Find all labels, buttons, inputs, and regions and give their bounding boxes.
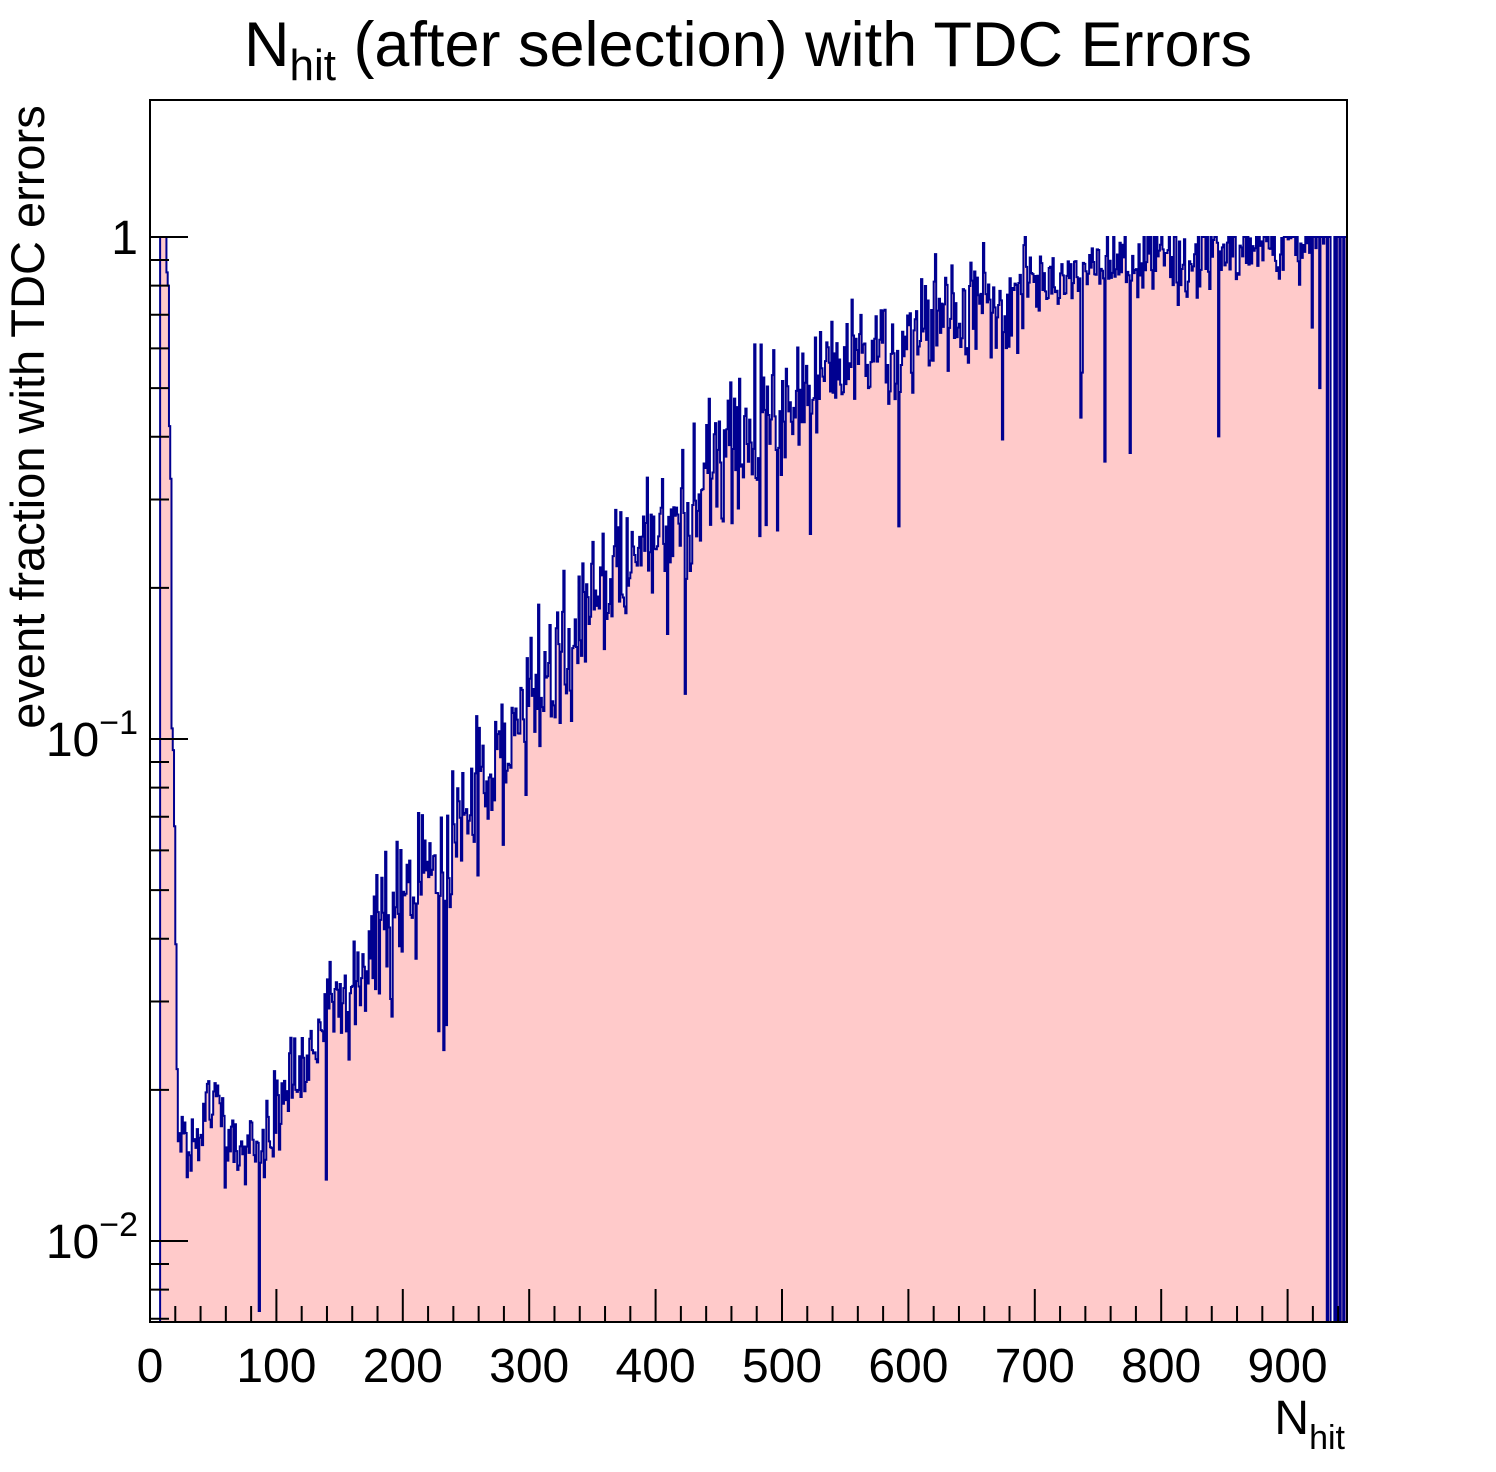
x-axis-title-subscript: hit	[1309, 1419, 1345, 1457]
plot-title: Nhit (after selection) with TDC Errors	[244, 10, 1252, 90]
y-tick-label-1e-1: 10−1	[46, 704, 138, 767]
plot-title-prefix: N	[244, 10, 290, 80]
y-tick-base: 10	[46, 714, 99, 767]
x-tick-label: 700	[995, 1340, 1075, 1393]
x-axis-title: Nhit	[1274, 1392, 1345, 1457]
histogram-path	[150, 236, 1348, 1323]
x-tick-label: 200	[363, 1340, 443, 1393]
x-tick-label: 0	[137, 1340, 164, 1393]
y-tick-label-1e-2: 10−2	[46, 1206, 138, 1269]
y-axis-title: event fraction with TDC errors	[1, 105, 54, 728]
x-axis-tick-labels: 0 100 200 300 400 500 600 700 800 900	[137, 1340, 1328, 1393]
y-tick-base: 10	[46, 1216, 99, 1269]
histogram-series	[150, 236, 1348, 1323]
x-tick-label: 400	[616, 1340, 696, 1393]
y-tick-label-1: 1	[111, 212, 138, 265]
x-tick-label: 600	[868, 1340, 948, 1393]
x-tick-label: 100	[236, 1340, 316, 1393]
y-axis-tick-labels: 1 10−1 10−2	[46, 212, 138, 1269]
y-tick-exponent: −2	[99, 1206, 138, 1244]
x-tick-label: 300	[489, 1340, 569, 1393]
x-axis-title-prefix: N	[1274, 1392, 1309, 1445]
y-tick-exponent: −1	[99, 704, 138, 742]
plot-title-subscript: hit	[289, 41, 335, 90]
plot-frame	[149, 99, 1348, 1323]
x-tick-label: 500	[742, 1340, 822, 1393]
x-tick-label: 800	[1121, 1340, 1201, 1393]
axis-ticks	[149, 236, 1340, 1322]
x-tick-label: 900	[1248, 1340, 1328, 1393]
plot-title-suffix: (after selection) with TDC Errors	[336, 10, 1252, 80]
